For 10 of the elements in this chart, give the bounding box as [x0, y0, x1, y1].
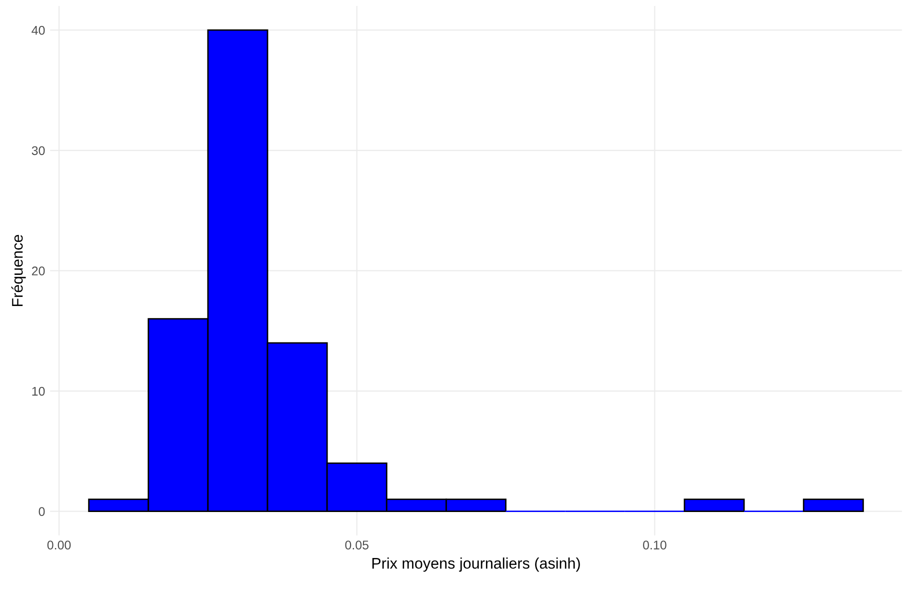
y-tick-label: 10 [32, 386, 45, 396]
y-axis-title: Fréquence [11, 234, 26, 306]
x-tick-label: 0.10 [643, 540, 666, 550]
y-tick-label: 40 [32, 26, 45, 35]
y-tick-label: 30 [32, 146, 45, 156]
x-axis-title: Prix moyens journaliers (asinh) [372, 557, 580, 572]
y-tick-label: 20 [32, 266, 45, 276]
x-tick-label: 0.00 [47, 540, 71, 550]
y-tick-label: 0 [38, 507, 45, 516]
x-tick-label: 0.05 [345, 540, 369, 550]
